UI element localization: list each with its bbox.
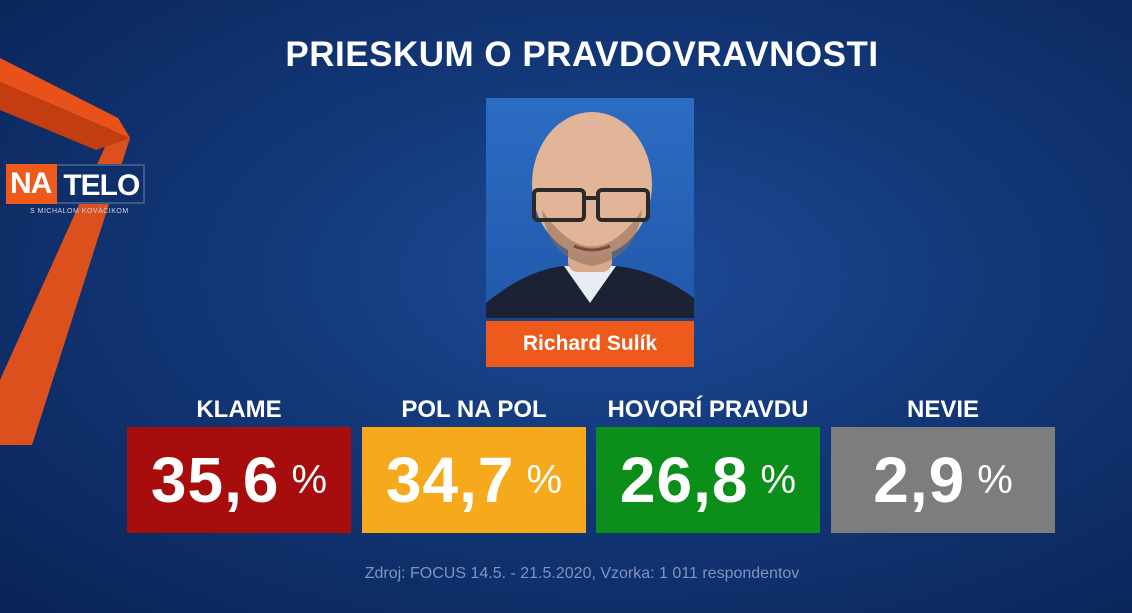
page-title: PRIESKUM O PRAVDOVRAVNOSTI (285, 35, 879, 74)
value-hovori-pravdu: 26,8 (619, 444, 749, 516)
logo-part-2: TELO (57, 164, 146, 204)
unit-klame: % (291, 457, 328, 502)
category-label-nevie: NEVIE (906, 396, 980, 423)
source-note: Zdroj: FOCUS 14.5. - 21.5.2020, Vzorka: … (364, 565, 800, 582)
portrait-image (486, 112, 694, 318)
result-column-nevie: NEVIE 2,9 % (831, 394, 1055, 533)
value-box-pol-na-pol: 34,7 % (362, 427, 586, 533)
person-photo (486, 98, 694, 318)
value-box-klame: 35,6 % (127, 427, 351, 533)
value-box-nevie: 2,9 % (831, 427, 1055, 533)
value-klame: 35,6 (150, 444, 280, 516)
value-pol-na-pol: 34,7 (385, 444, 515, 516)
logo-subtitle: S MICHALOM KOVÁČIKOM (30, 208, 129, 215)
logo-part-1: NA (6, 164, 58, 204)
category-label-klame: KLAME (196, 396, 282, 423)
result-column-klame: KLAME 35,6 % (127, 394, 351, 533)
result-column-pol-na-pol: POL NA POL 34,7 % (362, 394, 586, 533)
unit-nevie: % (977, 457, 1013, 502)
show-logo: NA TELO (6, 164, 146, 204)
unit-pol-na-pol: % (526, 457, 563, 502)
person-name-label: Richard Sulík (486, 321, 694, 367)
category-label-hovori-pravdu: HOVORÍ PRAVDU (607, 396, 809, 423)
value-nevie: 2,9 (873, 444, 966, 516)
result-column-hovori-pravdu: HOVORÍ PRAVDU 26,8 % (596, 394, 820, 533)
value-box-hovori-pravdu: 26,8 % (596, 427, 820, 533)
unit-hovori-pravdu: % (760, 457, 797, 502)
category-label-pol-na-pol: POL NA POL (401, 396, 547, 423)
